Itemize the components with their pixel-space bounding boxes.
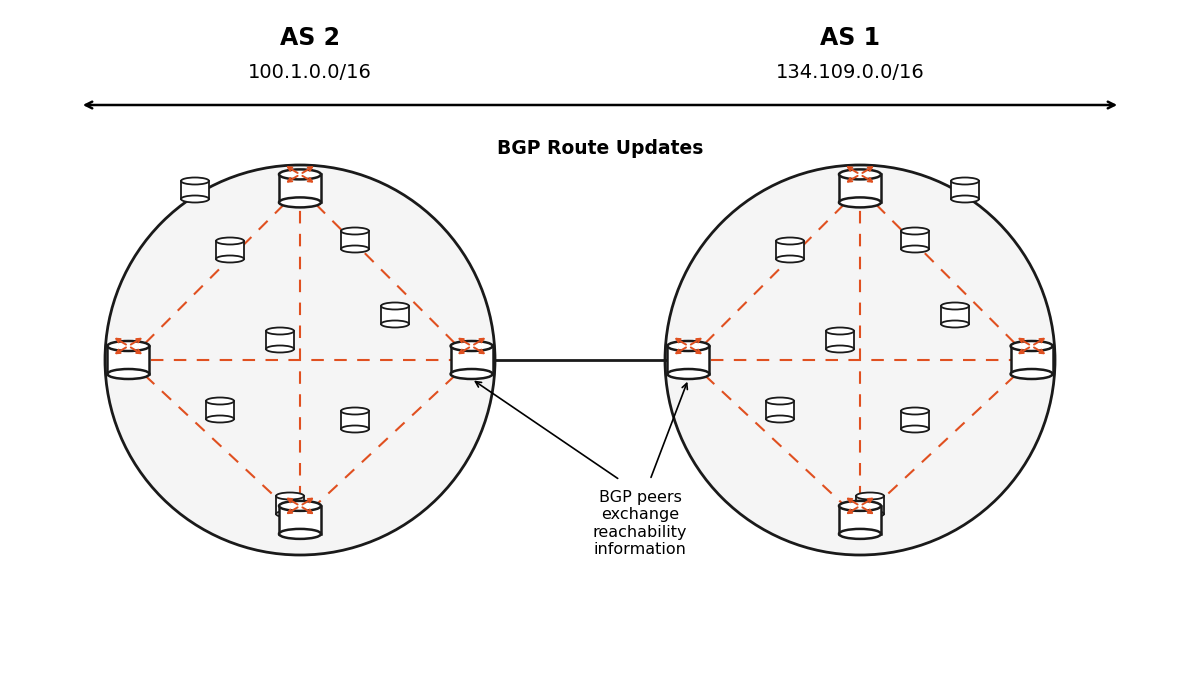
Ellipse shape <box>266 327 294 335</box>
Ellipse shape <box>941 320 970 327</box>
Ellipse shape <box>856 492 884 500</box>
Ellipse shape <box>341 407 370 414</box>
Ellipse shape <box>766 416 794 422</box>
Text: 134.109.0.0/16: 134.109.0.0/16 <box>775 62 924 81</box>
Ellipse shape <box>901 407 929 414</box>
Ellipse shape <box>901 227 929 234</box>
Ellipse shape <box>216 238 244 244</box>
FancyBboxPatch shape <box>216 241 244 259</box>
FancyBboxPatch shape <box>941 306 970 324</box>
Text: 100.1.0.0/16: 100.1.0.0/16 <box>248 62 372 81</box>
Ellipse shape <box>776 255 804 263</box>
Ellipse shape <box>901 246 929 253</box>
Ellipse shape <box>1010 369 1052 379</box>
Ellipse shape <box>826 346 854 352</box>
FancyBboxPatch shape <box>278 175 322 202</box>
Text: AS 2: AS 2 <box>280 26 340 50</box>
Ellipse shape <box>276 511 304 517</box>
Ellipse shape <box>776 238 804 244</box>
FancyBboxPatch shape <box>839 175 881 202</box>
FancyBboxPatch shape <box>901 411 929 429</box>
FancyBboxPatch shape <box>667 346 709 374</box>
Ellipse shape <box>266 346 294 352</box>
Text: BGP Route Updates: BGP Route Updates <box>497 139 703 158</box>
Ellipse shape <box>108 369 150 379</box>
Ellipse shape <box>826 327 854 335</box>
Ellipse shape <box>901 426 929 433</box>
Ellipse shape <box>766 397 794 405</box>
FancyBboxPatch shape <box>766 401 794 419</box>
Ellipse shape <box>278 529 322 539</box>
Ellipse shape <box>108 341 150 351</box>
Text: AS 1: AS 1 <box>820 26 880 50</box>
FancyBboxPatch shape <box>1010 346 1052 374</box>
FancyBboxPatch shape <box>108 346 150 374</box>
Ellipse shape <box>952 196 979 202</box>
Ellipse shape <box>665 165 1055 555</box>
FancyBboxPatch shape <box>952 181 979 199</box>
Ellipse shape <box>382 303 409 310</box>
FancyBboxPatch shape <box>341 231 370 249</box>
Text: BGP peers
exchange
reachability
information: BGP peers exchange reachability informat… <box>593 490 688 557</box>
Ellipse shape <box>181 177 209 185</box>
Ellipse shape <box>941 303 970 310</box>
FancyBboxPatch shape <box>776 241 804 259</box>
FancyBboxPatch shape <box>276 496 304 514</box>
FancyBboxPatch shape <box>206 401 234 419</box>
Ellipse shape <box>206 397 234 405</box>
Ellipse shape <box>206 416 234 422</box>
Ellipse shape <box>839 169 881 179</box>
Ellipse shape <box>667 341 709 351</box>
FancyBboxPatch shape <box>856 496 884 514</box>
Ellipse shape <box>216 255 244 263</box>
Ellipse shape <box>382 320 409 327</box>
FancyBboxPatch shape <box>826 331 854 349</box>
Ellipse shape <box>952 177 979 185</box>
Ellipse shape <box>278 501 322 511</box>
FancyBboxPatch shape <box>266 331 294 349</box>
FancyBboxPatch shape <box>451 346 493 374</box>
Ellipse shape <box>856 511 884 517</box>
Ellipse shape <box>839 529 881 539</box>
FancyBboxPatch shape <box>901 231 929 249</box>
Ellipse shape <box>341 227 370 234</box>
Ellipse shape <box>341 246 370 253</box>
Ellipse shape <box>667 369 709 379</box>
Ellipse shape <box>278 169 322 179</box>
Ellipse shape <box>451 341 493 351</box>
Ellipse shape <box>276 492 304 500</box>
Ellipse shape <box>106 165 496 555</box>
Ellipse shape <box>1010 341 1052 351</box>
Ellipse shape <box>341 426 370 433</box>
Ellipse shape <box>278 198 322 207</box>
Ellipse shape <box>839 501 881 511</box>
FancyBboxPatch shape <box>382 306 409 324</box>
FancyBboxPatch shape <box>278 506 322 534</box>
Ellipse shape <box>181 196 209 202</box>
FancyBboxPatch shape <box>181 181 209 199</box>
Ellipse shape <box>839 198 881 207</box>
FancyBboxPatch shape <box>341 411 370 429</box>
FancyBboxPatch shape <box>839 506 881 534</box>
Ellipse shape <box>451 369 493 379</box>
